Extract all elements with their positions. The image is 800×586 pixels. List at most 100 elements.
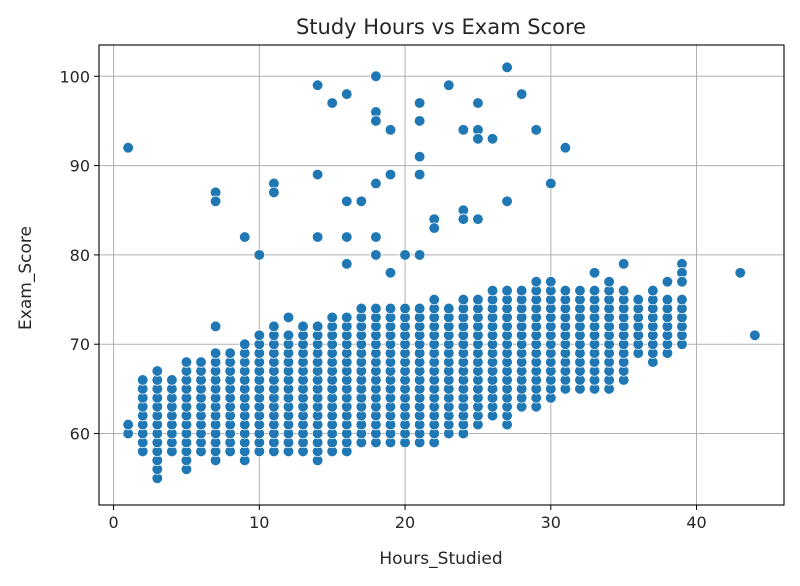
- scatter-point: [122, 418, 134, 431]
- data-points: [122, 61, 761, 484]
- scatter-point: [209, 195, 222, 207]
- scatter-point: [311, 79, 324, 91]
- scatter-point: [618, 258, 630, 270]
- scatter-point: [137, 374, 149, 386]
- scatter-point: [326, 311, 338, 324]
- scatter-point: [355, 302, 367, 315]
- scatter-point: [326, 97, 338, 109]
- scatter-point: [472, 213, 484, 225]
- scatter-point: [588, 267, 601, 279]
- scatter-point: [632, 293, 644, 306]
- x-axis-label: Hours_Studied: [379, 549, 502, 569]
- scatter-point: [224, 347, 236, 359]
- scatter-point: [588, 284, 601, 297]
- scatter-point: [282, 329, 295, 341]
- scatter-point: [486, 133, 499, 145]
- scatter-point: [443, 79, 455, 91]
- scatter-point: [399, 302, 411, 315]
- scatter-point: [413, 249, 426, 261]
- x-tick-label: 0: [108, 513, 118, 532]
- scatter-point: [166, 374, 178, 386]
- scatter-point: [428, 222, 440, 234]
- scatter-point: [413, 302, 426, 315]
- scatter-point: [384, 124, 397, 136]
- scatter-point: [516, 88, 528, 100]
- scatter-point: [618, 284, 630, 297]
- scatter-point: [282, 311, 295, 324]
- scatter-point: [268, 320, 280, 333]
- scatter-point: [370, 115, 382, 127]
- scatter-point: [239, 231, 251, 243]
- scatter-point: [341, 195, 353, 207]
- scatter-point: [239, 338, 251, 350]
- scatter-point: [151, 365, 163, 377]
- scatter-point: [268, 186, 280, 199]
- scatter-point: [734, 267, 746, 279]
- scatter-point: [574, 284, 586, 297]
- scatter-point: [355, 195, 367, 207]
- scatter-point: [209, 347, 222, 359]
- scatter-point: [530, 276, 542, 288]
- scatter-point: [413, 151, 426, 163]
- scatter-point: [428, 293, 440, 306]
- scatter-point: [501, 61, 513, 73]
- scatter-point: [384, 302, 397, 315]
- scatter-point: [472, 293, 484, 306]
- y-tick-label: 70: [70, 335, 90, 354]
- scatter-point: [472, 133, 484, 145]
- scatter-point: [516, 284, 528, 297]
- x-tick-label: 30: [541, 513, 561, 532]
- scatter-point: [413, 97, 426, 109]
- scatter-point: [457, 124, 470, 136]
- scatter-point: [661, 293, 674, 306]
- scatter-point: [384, 267, 397, 279]
- scatter-point: [501, 284, 513, 297]
- scatter-point: [297, 320, 309, 333]
- scatter-point: [341, 311, 353, 324]
- scatter-point: [559, 284, 572, 297]
- scatter-point: [122, 142, 134, 154]
- scatter-point: [749, 329, 761, 341]
- x-tick-label: 10: [249, 513, 269, 532]
- scatter-point: [311, 320, 324, 333]
- scatter-point: [413, 168, 426, 181]
- scatter-point: [661, 276, 674, 288]
- scatter-point: [443, 302, 455, 315]
- y-tick-label: 80: [70, 246, 90, 265]
- scatter-point: [370, 70, 382, 82]
- scatter-point: [384, 168, 397, 181]
- scatter-point: [341, 88, 353, 100]
- scatter-point: [370, 231, 382, 243]
- scatter-point: [209, 320, 222, 333]
- scatter-point: [413, 115, 426, 127]
- plot-area-frame: [98, 44, 785, 506]
- scatter-point: [472, 97, 484, 109]
- scatter-point: [311, 168, 324, 181]
- scatter-point: [253, 329, 265, 341]
- y-tick-label: 100: [59, 67, 90, 86]
- scatter-point: [253, 249, 265, 261]
- chart-title: Study Hours vs Exam Score: [296, 15, 586, 39]
- scatter-point: [341, 258, 353, 270]
- x-tick-label: 40: [686, 513, 706, 532]
- scatter-point: [180, 356, 193, 368]
- scatter-point: [370, 249, 382, 261]
- scatter-point: [530, 124, 542, 136]
- scatter-point: [501, 195, 513, 207]
- scatter-point: [647, 284, 659, 297]
- scatter-point: [457, 213, 470, 225]
- scatter-point: [486, 284, 499, 297]
- scatter-point: [195, 356, 207, 368]
- scatter-point: [370, 302, 382, 315]
- scatter-point: [676, 276, 688, 288]
- scatter-point: [545, 177, 557, 190]
- scatter-point: [676, 293, 688, 306]
- scatter-point: [559, 142, 572, 154]
- scatter-point: [457, 293, 470, 306]
- scatter-point: [545, 276, 557, 288]
- scatter-point: [341, 231, 353, 243]
- scatter-point: [399, 249, 411, 261]
